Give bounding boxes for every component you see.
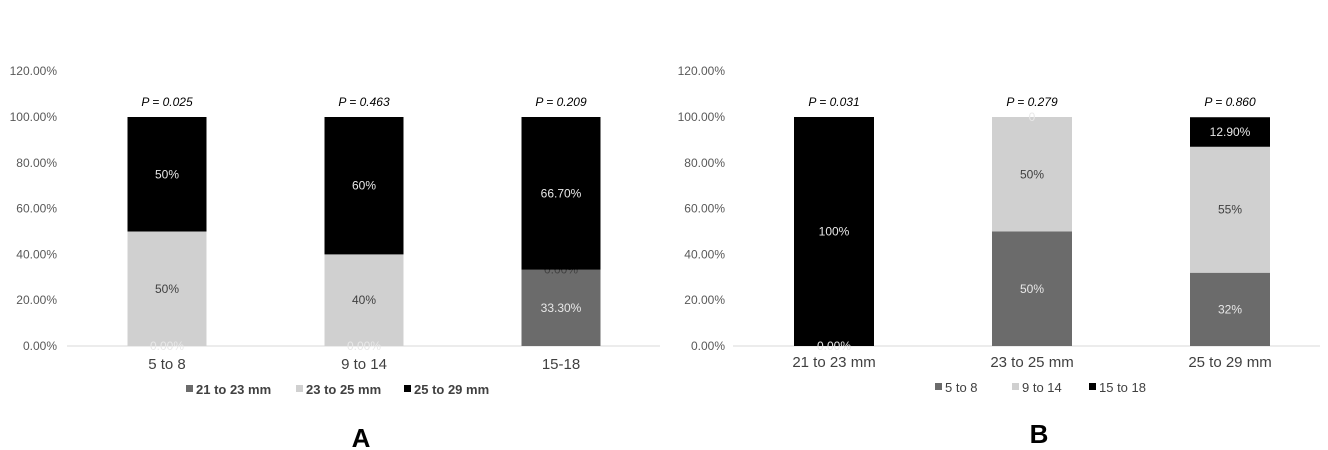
panel-label: A — [352, 423, 371, 450]
x-tick-label: 25 to 29 mm — [1188, 354, 1271, 371]
y-tick-label: 100.00% — [678, 110, 726, 124]
legend-swatch — [1089, 383, 1096, 390]
x-tick-label: 23 to 25 mm — [990, 354, 1073, 371]
x-tick-label: 5 to 8 — [148, 356, 186, 373]
chart-panel-a: 0.00% 20.00% 40.00% 60.00% 80.00% 100.00% 120.… — [10, 64, 660, 450]
p-value-label: P = 0.279 — [1006, 95, 1058, 109]
legend-swatch — [404, 385, 411, 392]
zero-data-label: 0.00% — [150, 339, 184, 353]
bar-segment — [127, 231, 207, 346]
panel-label: B — [1030, 419, 1049, 449]
p-value-label: P = 0.463 — [338, 95, 390, 109]
y-tick-label: 20.00% — [16, 293, 57, 307]
bar-segment — [992, 231, 1072, 346]
bar-segment — [794, 117, 874, 346]
x-tick-label: 21 to 23 mm — [792, 354, 875, 371]
p-value-label: P = 0.209 — [535, 95, 587, 109]
y-tick-label: 60.00% — [16, 202, 57, 216]
y-tick-label: 40.00% — [16, 247, 57, 261]
legend-swatch — [296, 385, 303, 392]
y-tick-label: 0.00% — [23, 339, 57, 353]
p-value-label: P = 0.025 — [141, 95, 193, 109]
x-tick-label: 15-18 — [542, 356, 580, 373]
y-tick-label: 40.00% — [684, 247, 725, 261]
y-tick-label: 80.00% — [16, 156, 57, 170]
data-label: 33.30% — [541, 301, 582, 315]
y-tick-label: 80.00% — [684, 156, 725, 170]
y-tick-label: 100.00% — [10, 110, 58, 124]
bar-segment — [521, 269, 601, 346]
data-label: 60% — [352, 179, 376, 193]
data-label: 66.70% — [541, 186, 582, 200]
x-tick-label: 9 to 14 — [341, 356, 387, 373]
bar-segment — [324, 117, 404, 255]
chart-panel-b: 0.00% 20.00% 40.00% 60.00% 80.00% 100.00% 120.… — [678, 64, 1320, 449]
data-label: 0 — [1029, 110, 1036, 124]
legend-entry-label: 23 to 25 mm — [306, 382, 381, 397]
data-label: 55% — [1218, 203, 1242, 217]
data-label: 12.90% — [1210, 125, 1251, 139]
legend-entry-label: 9 to 14 — [1022, 380, 1062, 395]
legend-entry-label: 25 to 29 mm — [414, 382, 489, 397]
p-value-label: P = 0.860 — [1204, 95, 1256, 109]
legend-entry-label: 15 to 18 — [1099, 380, 1146, 395]
legend-swatch — [935, 383, 942, 390]
zero-data-label: 0.00% — [347, 339, 381, 353]
bar-segment — [1190, 272, 1270, 346]
legend-entry-label: 5 to 8 — [945, 380, 978, 395]
y-tick-label: 0.00% — [691, 339, 725, 353]
data-label: 40% — [352, 293, 376, 307]
data-label: 100% — [819, 225, 850, 239]
bar-segment — [992, 117, 1072, 232]
data-label: 32% — [1218, 302, 1242, 316]
p-value-label: P = 0.031 — [808, 95, 859, 109]
data-label: 50% — [1020, 282, 1044, 296]
bar-segment — [324, 254, 404, 346]
bar-segment — [1190, 146, 1270, 273]
data-label: 50% — [155, 282, 179, 296]
legend-swatch — [1012, 383, 1019, 390]
zero-data-label: 0.00% — [817, 339, 851, 353]
bar-segment — [1190, 117, 1270, 147]
y-tick-label: 60.00% — [684, 202, 725, 216]
y-tick-label: 20.00% — [684, 293, 725, 307]
y-tick-label: 120.00% — [678, 64, 726, 78]
y-tick-label: 120.00% — [10, 64, 58, 78]
bar-segment — [127, 117, 207, 232]
data-label: 50% — [1020, 167, 1044, 181]
bar-segment — [521, 117, 601, 270]
data-label: 50% — [155, 167, 179, 181]
legend-entry-label: 21 to 23 mm — [196, 382, 271, 397]
legend-swatch — [186, 385, 193, 392]
